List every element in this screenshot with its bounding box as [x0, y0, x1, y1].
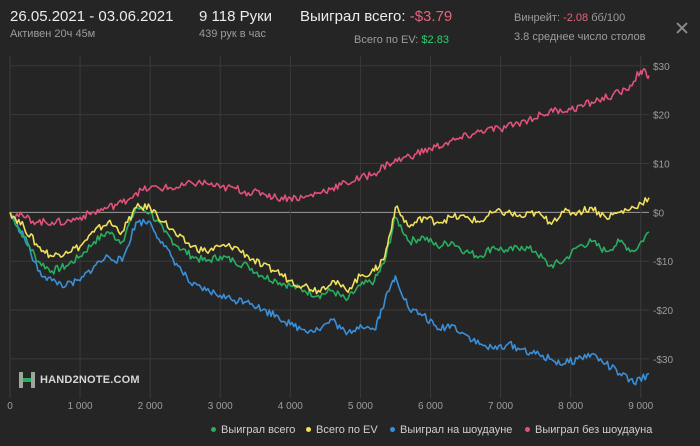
y-axis-labels: $30 $20 $10 $0 -$10 -$20 -$30 [653, 62, 673, 366]
date-range: 26.05.2021 - 03.06.2021 [10, 8, 174, 25]
legend-dot [390, 426, 395, 432]
x-tick-label: 2 000 [138, 401, 163, 412]
graph-chart: $30 $20 $10 $0 -$10 -$20 -$30 0 1 000 2 000 3 000… [7, 56, 673, 412]
hand2note-logo-icon [19, 372, 35, 388]
x-tick-label: 6 000 [418, 401, 443, 412]
x-tick-label: 8 000 [558, 401, 583, 412]
x-axis-labels: 0 1 000 2 000 3 000 4 000 5 000 6 000 7 000 8 00… [7, 401, 653, 412]
active-time: Активен 20ч 45м [10, 28, 96, 40]
won-total-value: -$3.79 [409, 8, 453, 25]
series-line-non-showdown [9, 68, 650, 226]
legend-label: Всего по EV [316, 424, 378, 436]
ev-label: Всего по EV: [354, 34, 419, 46]
won-total-block: Выиграл всего: -$3.79 [300, 8, 452, 25]
x-tick-label: 3 000 [208, 401, 233, 412]
y-tick-label: $20 [653, 111, 670, 122]
logo-text: HAND2NOTE.COM [40, 374, 140, 386]
legend-label: Выиграл на шоудауне [400, 424, 513, 436]
avg-tables: 3.8 среднее число столов [514, 31, 646, 43]
x-tick-label: 0 [7, 401, 13, 412]
hands-count: 9 118 Руки [199, 8, 273, 25]
winrate-block: Винрейт: -2.08 бб/100 [514, 12, 625, 24]
hands-block: 9 118 Руки 439 рук в час [199, 8, 272, 40]
series-line-won-total [9, 205, 650, 302]
won-total-label: Выиграл всего: [300, 8, 406, 25]
winrate-value: -2.08 [563, 12, 589, 24]
y-tick-label: $30 [653, 62, 670, 73]
y-tick-label: -$30 [653, 355, 673, 366]
winrate-unit: бб/100 [591, 12, 626, 24]
legend-label: Выиграл без шоудауна [535, 424, 653, 436]
ev-block: Всего по EV: $2.83 [354, 34, 449, 46]
hands-per-hour: 439 рук в час [199, 28, 267, 40]
series-line-showdown [9, 211, 650, 386]
legend-label: Выиграл всего [221, 424, 296, 436]
grid-layer [9, 56, 649, 398]
legend-dot [306, 426, 311, 432]
series-line-ev [9, 197, 650, 295]
x-tick-label: 7 000 [488, 401, 513, 412]
chart-legend: Выиграл всего Всего по EV Выиграл на шоу… [0, 424, 700, 440]
x-tick-label: 4 000 [278, 401, 303, 412]
legend-item-showdown[interactable]: Выиграл на шоудауне [390, 424, 512, 436]
x-tick-label: 5 000 [348, 401, 373, 412]
hand2note-logo: HAND2NOTE.COM [18, 371, 140, 394]
legend-dot [525, 426, 530, 432]
date-block: 26.05.2021 - 03.06.2021 Активен 20ч 45м [10, 8, 173, 40]
legend-item-non-showdown[interactable]: Выиграл без шоудауна [525, 424, 652, 436]
legend-item-ev[interactable]: Всего по EV [306, 424, 378, 436]
y-tick-label: $10 [653, 159, 670, 170]
series-layer [9, 68, 650, 386]
y-tick-label: -$20 [653, 306, 673, 317]
winrate-label: Винрейт: [514, 12, 561, 24]
x-tick-label: 1 000 [68, 401, 93, 412]
y-tick-label: -$10 [653, 257, 673, 268]
legend-item-won-total[interactable]: Выиграл всего [211, 424, 295, 436]
y-tick-label: $0 [653, 208, 665, 219]
x-tick-label: 9 000 [628, 401, 653, 412]
ev-value: $2.83 [421, 34, 449, 46]
stats-header: 26.05.2021 - 03.06.2021 Активен 20ч 45м … [0, 8, 700, 48]
legend-dot [211, 426, 216, 432]
